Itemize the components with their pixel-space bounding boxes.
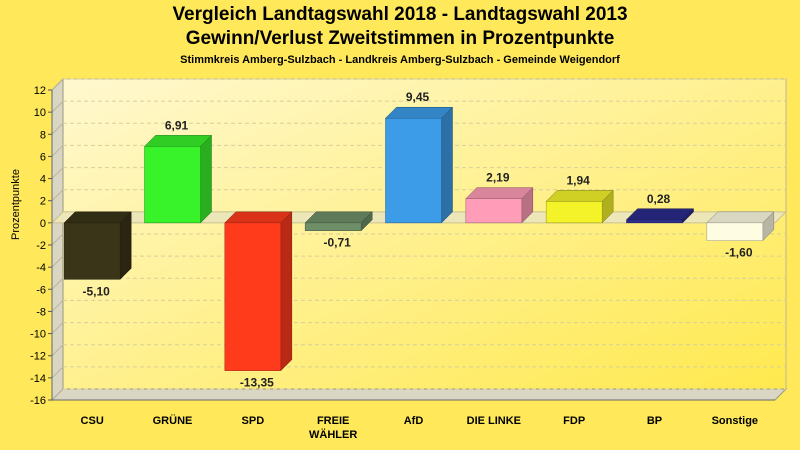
grid-side-line xyxy=(51,366,64,379)
bar-side xyxy=(280,211,293,372)
y-tick-label: 2 xyxy=(40,196,46,208)
bar-top xyxy=(384,106,454,119)
y-tick-label: -16 xyxy=(30,395,46,407)
bar-top xyxy=(465,187,534,199)
bar-top xyxy=(224,211,293,224)
data-label: 2,19 xyxy=(486,171,510,185)
y-tick-label: -4 xyxy=(36,262,46,274)
bar xyxy=(63,222,121,280)
grid-side-line xyxy=(51,277,64,290)
grid-side-line xyxy=(51,145,64,157)
x-tick-label: DIE LINKE xyxy=(467,415,521,427)
y-tick-label: 6 xyxy=(40,151,46,163)
bar xyxy=(144,146,201,224)
grid-side-line xyxy=(51,78,64,91)
bar xyxy=(465,198,523,224)
grid-side-line xyxy=(51,189,64,202)
y-tick-label: -8 xyxy=(36,306,46,318)
y-tick-label: -10 xyxy=(30,329,46,341)
bar-top xyxy=(143,135,213,147)
x-tick-label: BP xyxy=(647,415,662,427)
grid-side-line xyxy=(51,167,64,179)
y-tick-label: 8 xyxy=(40,129,46,141)
plot-floor xyxy=(50,388,788,401)
x-tick-label: FDP xyxy=(563,415,585,427)
x-tick-label: SPD xyxy=(242,415,265,427)
data-label: -13,35 xyxy=(240,376,274,390)
y-tick-label: -12 xyxy=(30,351,46,363)
bar-top xyxy=(625,208,695,221)
bar xyxy=(626,219,683,224)
bar-top xyxy=(304,211,373,224)
y-tick-label: -2 xyxy=(36,240,46,252)
bar xyxy=(304,222,362,231)
grid-side-line xyxy=(51,255,64,268)
bar xyxy=(224,222,282,371)
bar-side xyxy=(119,211,132,280)
bar-top xyxy=(545,190,614,202)
data-label: -5,10 xyxy=(82,284,110,298)
bar-top xyxy=(63,211,132,224)
data-label: 0,28 xyxy=(647,192,671,206)
x-tick-label: CSU xyxy=(81,415,104,427)
grid-side-line xyxy=(51,233,64,246)
grid-side-line xyxy=(51,122,64,135)
bar-side xyxy=(200,134,212,224)
data-label: 9,45 xyxy=(406,90,430,104)
bar xyxy=(385,117,442,224)
y-axis-label: Prozentpunkte xyxy=(10,169,22,240)
grid-side-line xyxy=(51,344,64,357)
bar xyxy=(706,222,764,241)
x-tick-label: FREIE xyxy=(317,415,349,427)
grid-side-line xyxy=(51,322,64,334)
chart-subtitle: Gewinn/Verlust Zweitstimmen in Prozentpu… xyxy=(185,28,615,49)
bar xyxy=(545,201,603,224)
chart-title: Vergleich Landtagswahl 2018 - Landtagswa… xyxy=(172,4,628,25)
grid-side-line xyxy=(51,100,64,113)
x-tick-label: GRÜNE xyxy=(153,414,193,427)
y-tick-label: 10 xyxy=(34,107,46,119)
x-tick-label: AfD xyxy=(404,415,424,427)
bar-side xyxy=(441,106,453,224)
y-tick-label: -6 xyxy=(36,284,46,296)
data-label: -1,60 xyxy=(725,246,753,260)
y-tick-label: 12 xyxy=(34,85,46,97)
chart-caption: Stimmkreis Amberg-Sulzbach - Landkreis A… xyxy=(180,54,620,66)
x-tick-label: WÄHLER xyxy=(309,428,357,441)
y-tick-label: -14 xyxy=(30,373,46,385)
bar-top xyxy=(706,211,775,224)
data-label: 1,94 xyxy=(566,173,590,187)
y-tick-label: 0 xyxy=(40,218,46,230)
x-tick-label: Sonstige xyxy=(712,415,758,427)
y-tick-label: 4 xyxy=(40,174,46,186)
grid-side-line xyxy=(51,300,64,312)
grid-side-line xyxy=(51,388,64,401)
data-label: -0,71 xyxy=(323,236,351,250)
data-label: 6,91 xyxy=(165,118,189,132)
